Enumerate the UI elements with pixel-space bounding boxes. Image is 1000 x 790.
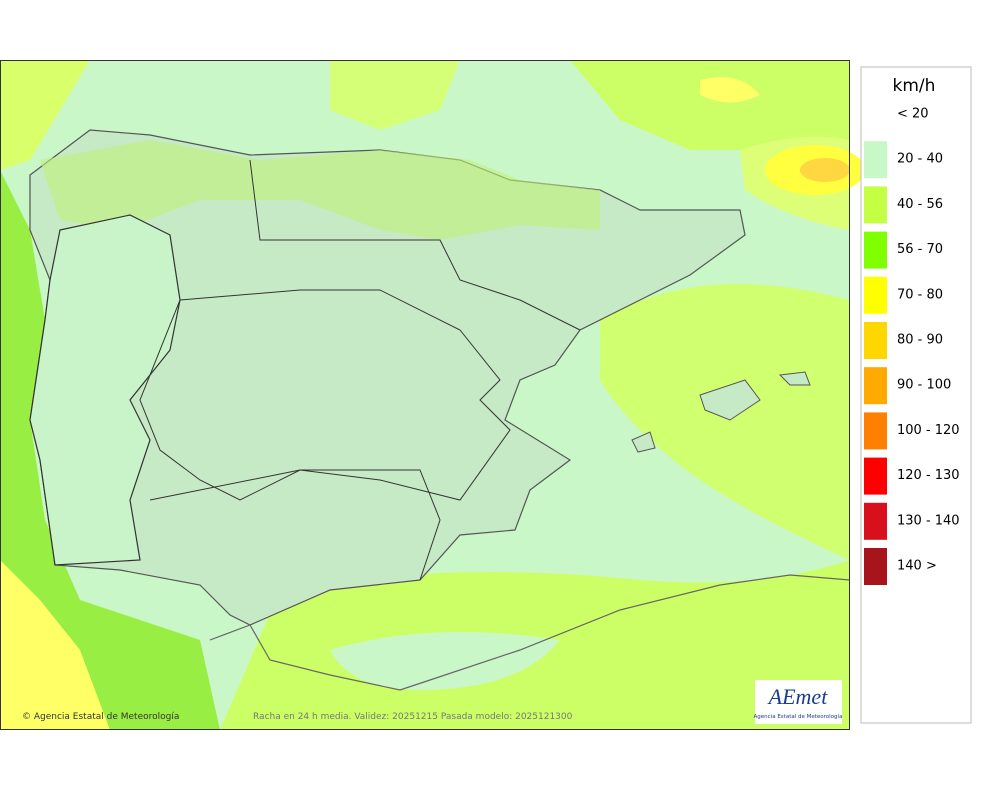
legend-label: 90 - 100 xyxy=(897,378,951,393)
legend-label: 80 - 90 xyxy=(897,333,943,348)
legend-label: 40 - 56 xyxy=(897,197,943,212)
legend-label: 70 - 80 xyxy=(897,287,943,302)
map-frame xyxy=(0,60,850,730)
wind-zone xyxy=(330,60,460,130)
region-border xyxy=(139,289,511,501)
legend-label: 100 - 120 xyxy=(897,423,960,438)
legend-swatch xyxy=(864,457,887,495)
wind-zone xyxy=(700,77,760,103)
wind-zone xyxy=(570,60,850,150)
legend-swatch xyxy=(864,502,887,540)
logo: AEmet xyxy=(767,684,829,709)
credit: © Agencia Estatal de Meteorología xyxy=(22,712,179,722)
wind-zone xyxy=(0,170,220,730)
wind-zone xyxy=(40,140,600,240)
legend-swatch xyxy=(864,548,887,585)
wind-zone xyxy=(330,632,560,690)
coastline xyxy=(209,574,851,691)
legend-label: 140 > xyxy=(897,559,937,574)
legend-swatch xyxy=(864,186,887,224)
legend-swatch xyxy=(864,412,887,450)
island xyxy=(631,431,656,453)
wind-zone xyxy=(600,284,850,560)
legend-label: 56 - 70 xyxy=(897,242,943,257)
legend-label: 120 - 130 xyxy=(897,468,960,483)
legend-swatch xyxy=(864,231,887,269)
map: © Agencia Estatal de Meteorología Racha … xyxy=(0,60,865,730)
legend-swatch xyxy=(864,367,887,405)
region-border xyxy=(249,159,581,331)
region-border xyxy=(149,469,441,581)
legend-swatch xyxy=(864,276,887,314)
caption: Racha en 24 h media. Validez: 20251215 P… xyxy=(253,712,573,722)
legend-label: 130 - 140 xyxy=(897,513,960,528)
legend-label: 20 - 40 xyxy=(897,152,943,167)
portugal xyxy=(29,214,181,566)
legend-swatch xyxy=(864,322,887,359)
island xyxy=(778,371,811,386)
legend: km/h < 20 20 - 40 40 - 56 56 - 70 70 - 80 80 … xyxy=(860,66,972,724)
legend-swatch xyxy=(864,141,887,179)
wind-zone xyxy=(0,560,110,730)
logo-box xyxy=(755,680,842,724)
legend-title: km/h xyxy=(893,76,936,96)
logo-subtitle: Agencia Estatal de Meteorología xyxy=(754,713,843,720)
wind-zone xyxy=(0,60,90,170)
legend-label: < 20 xyxy=(897,107,929,122)
wind-zone xyxy=(800,158,850,182)
island xyxy=(699,379,761,421)
